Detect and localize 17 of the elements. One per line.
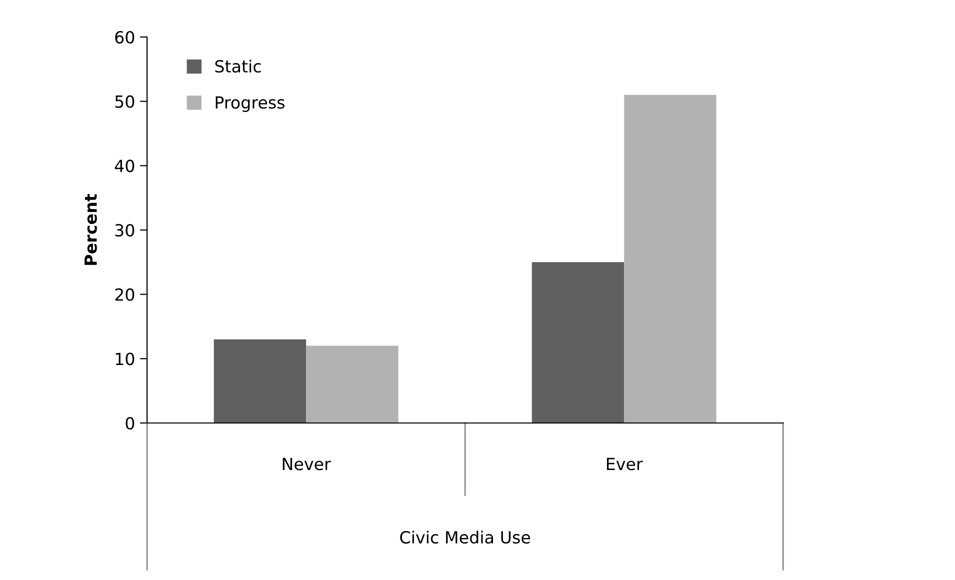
bar: [214, 339, 306, 423]
bar: [306, 346, 398, 423]
y-tick-label: 10: [116, 352, 134, 366]
y-axis-title: Percent: [84, 194, 97, 265]
x-axis-title: Civic Media Use: [400, 530, 530, 544]
y-tick-label: 30: [115, 224, 134, 237]
y-tick-label: 20: [115, 288, 134, 301]
bar: [624, 94, 716, 423]
legend-label: Progress: [216, 96, 284, 112]
bar: [532, 262, 624, 423]
y-tick-label: 60: [115, 30, 134, 44]
y-tick-label: 0: [126, 416, 134, 430]
y-tick-label: 40: [114, 160, 134, 172]
x-tick-label: Never: [282, 458, 331, 470]
legend-label: Static: [215, 60, 261, 73]
x-tick-label: Ever: [606, 458, 643, 470]
y-tick-label: 50: [115, 95, 134, 108]
